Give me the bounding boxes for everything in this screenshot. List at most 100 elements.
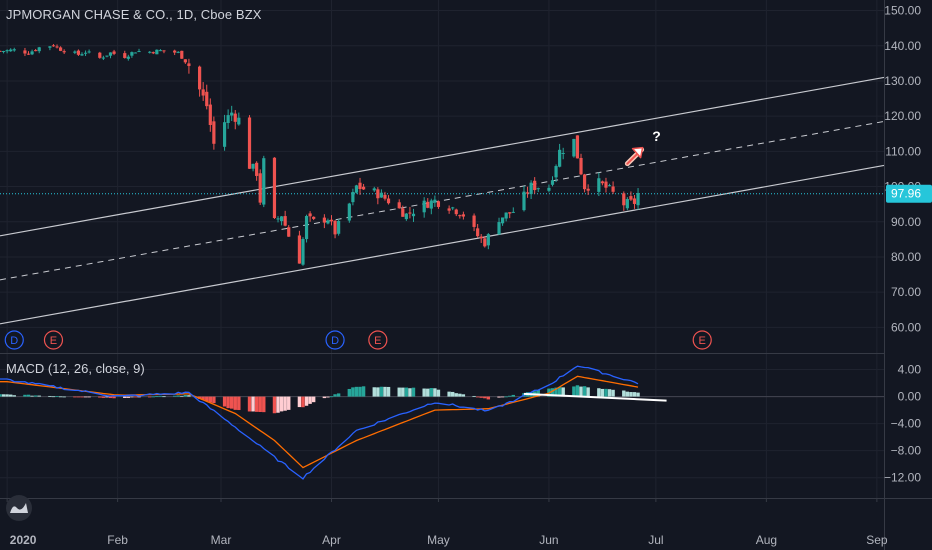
macd-histogram-bar <box>58 396 63 398</box>
candle-body <box>208 104 212 125</box>
candle <box>329 215 334 226</box>
candle <box>401 205 405 217</box>
candle <box>23 47 27 57</box>
candle <box>201 82 205 101</box>
current-price-tag <box>886 184 932 203</box>
candle-body <box>155 49 159 55</box>
candle-body <box>180 50 184 59</box>
candle-body <box>376 189 380 199</box>
event-marker-earnings[interactable]: E <box>43 330 64 350</box>
candle-body <box>486 234 490 246</box>
candle <box>48 46 52 51</box>
event-marker-earnings[interactable]: E <box>368 330 388 350</box>
candle <box>123 50 127 59</box>
time-axis-tick-label: Jul <box>648 533 663 547</box>
candle <box>262 155 266 208</box>
macd-histogram-bar <box>582 386 587 397</box>
candle-body <box>101 57 105 59</box>
price-axis-tick-label: 120.00 <box>884 109 921 123</box>
candle <box>451 206 455 211</box>
candle <box>297 230 302 264</box>
event-marker-circle <box>368 330 388 350</box>
candle-body <box>333 220 337 235</box>
candle-body <box>48 46 52 48</box>
candle <box>205 84 209 110</box>
candle-body <box>173 50 177 53</box>
macd-line <box>0 365 639 480</box>
candle <box>525 186 530 198</box>
event-marker-circle <box>325 330 345 350</box>
candle <box>73 50 77 55</box>
candle-body <box>383 194 387 199</box>
candle <box>83 50 88 57</box>
annotation-arrow[interactable]: ? <box>624 128 661 167</box>
price-axis-tick-label: 150.00 <box>884 4 921 18</box>
candle-body <box>354 185 359 193</box>
candle <box>586 184 590 196</box>
candle-body <box>158 50 163 52</box>
candle <box>80 52 84 56</box>
candle-body <box>87 51 91 53</box>
macd-histogram-bar <box>397 387 401 397</box>
candle <box>582 173 587 193</box>
candle <box>333 220 337 239</box>
candle <box>9 48 13 52</box>
macd-histogram-bar <box>572 386 576 397</box>
candle-body <box>525 192 530 194</box>
candle-body <box>547 187 551 191</box>
event-marker-dividend[interactable]: D <box>4 330 24 350</box>
candle <box>308 211 312 222</box>
candle-body <box>536 188 540 190</box>
price-axis[interactable]: 150.00140.00130.00120.00110.00100.0090.0… <box>884 0 932 498</box>
price-axis-bg <box>885 0 932 498</box>
candle-body <box>554 166 558 178</box>
macd-histogram-bar <box>101 396 106 398</box>
candle <box>476 223 480 238</box>
candle-body <box>183 59 187 63</box>
candle-body <box>30 51 34 55</box>
macd-histogram-bar <box>0 394 2 397</box>
candle <box>230 105 234 122</box>
macd-axis[interactable]: 4.00 0.00 −4.00 −8.00 −12.00 <box>884 363 921 485</box>
macd-histogram-bar <box>636 392 640 397</box>
candle-body <box>297 235 302 264</box>
candle-body <box>607 185 612 187</box>
candle <box>533 177 537 194</box>
candle-body <box>461 214 465 217</box>
macd-histogram-bar <box>361 386 366 397</box>
macd-histogram-bar <box>172 395 177 397</box>
candle-body <box>472 215 476 227</box>
candle <box>155 49 159 55</box>
macd-histogram-bar <box>201 396 205 400</box>
event-marker-earnings[interactable]: E <box>692 330 712 350</box>
candle <box>251 163 255 172</box>
candle-body <box>247 117 252 169</box>
candle-body <box>201 89 205 96</box>
time-axis-tick-label: Mar <box>211 533 232 547</box>
price-axis-tick-label: 110.00 <box>885 144 921 158</box>
macd-histogram-bar <box>561 387 565 397</box>
candle <box>611 181 615 194</box>
candle <box>98 51 102 59</box>
macd-histogram-bar <box>625 391 630 397</box>
candle <box>554 164 558 183</box>
candle-body <box>126 56 130 59</box>
price-axis-tick-label: 130.00 <box>884 74 921 88</box>
candle <box>198 65 202 97</box>
macd-histogram-bar <box>108 396 113 399</box>
macd-histogram-bar <box>212 396 216 404</box>
candle <box>372 186 376 192</box>
macd-histogram-bar <box>308 396 312 404</box>
macd-histogram-bar <box>301 396 305 408</box>
candle <box>148 51 152 54</box>
candle <box>376 187 380 205</box>
candle <box>322 214 326 229</box>
event-marker-dividend[interactable]: D <box>325 330 345 350</box>
candle-body <box>283 216 287 226</box>
candle <box>176 51 180 54</box>
time-axis[interactable]: 2020 Feb Mar Apr May Jun Jul Aug Sep <box>6 498 888 547</box>
candle-body <box>258 173 262 203</box>
price-channel[interactable] <box>0 76 885 325</box>
